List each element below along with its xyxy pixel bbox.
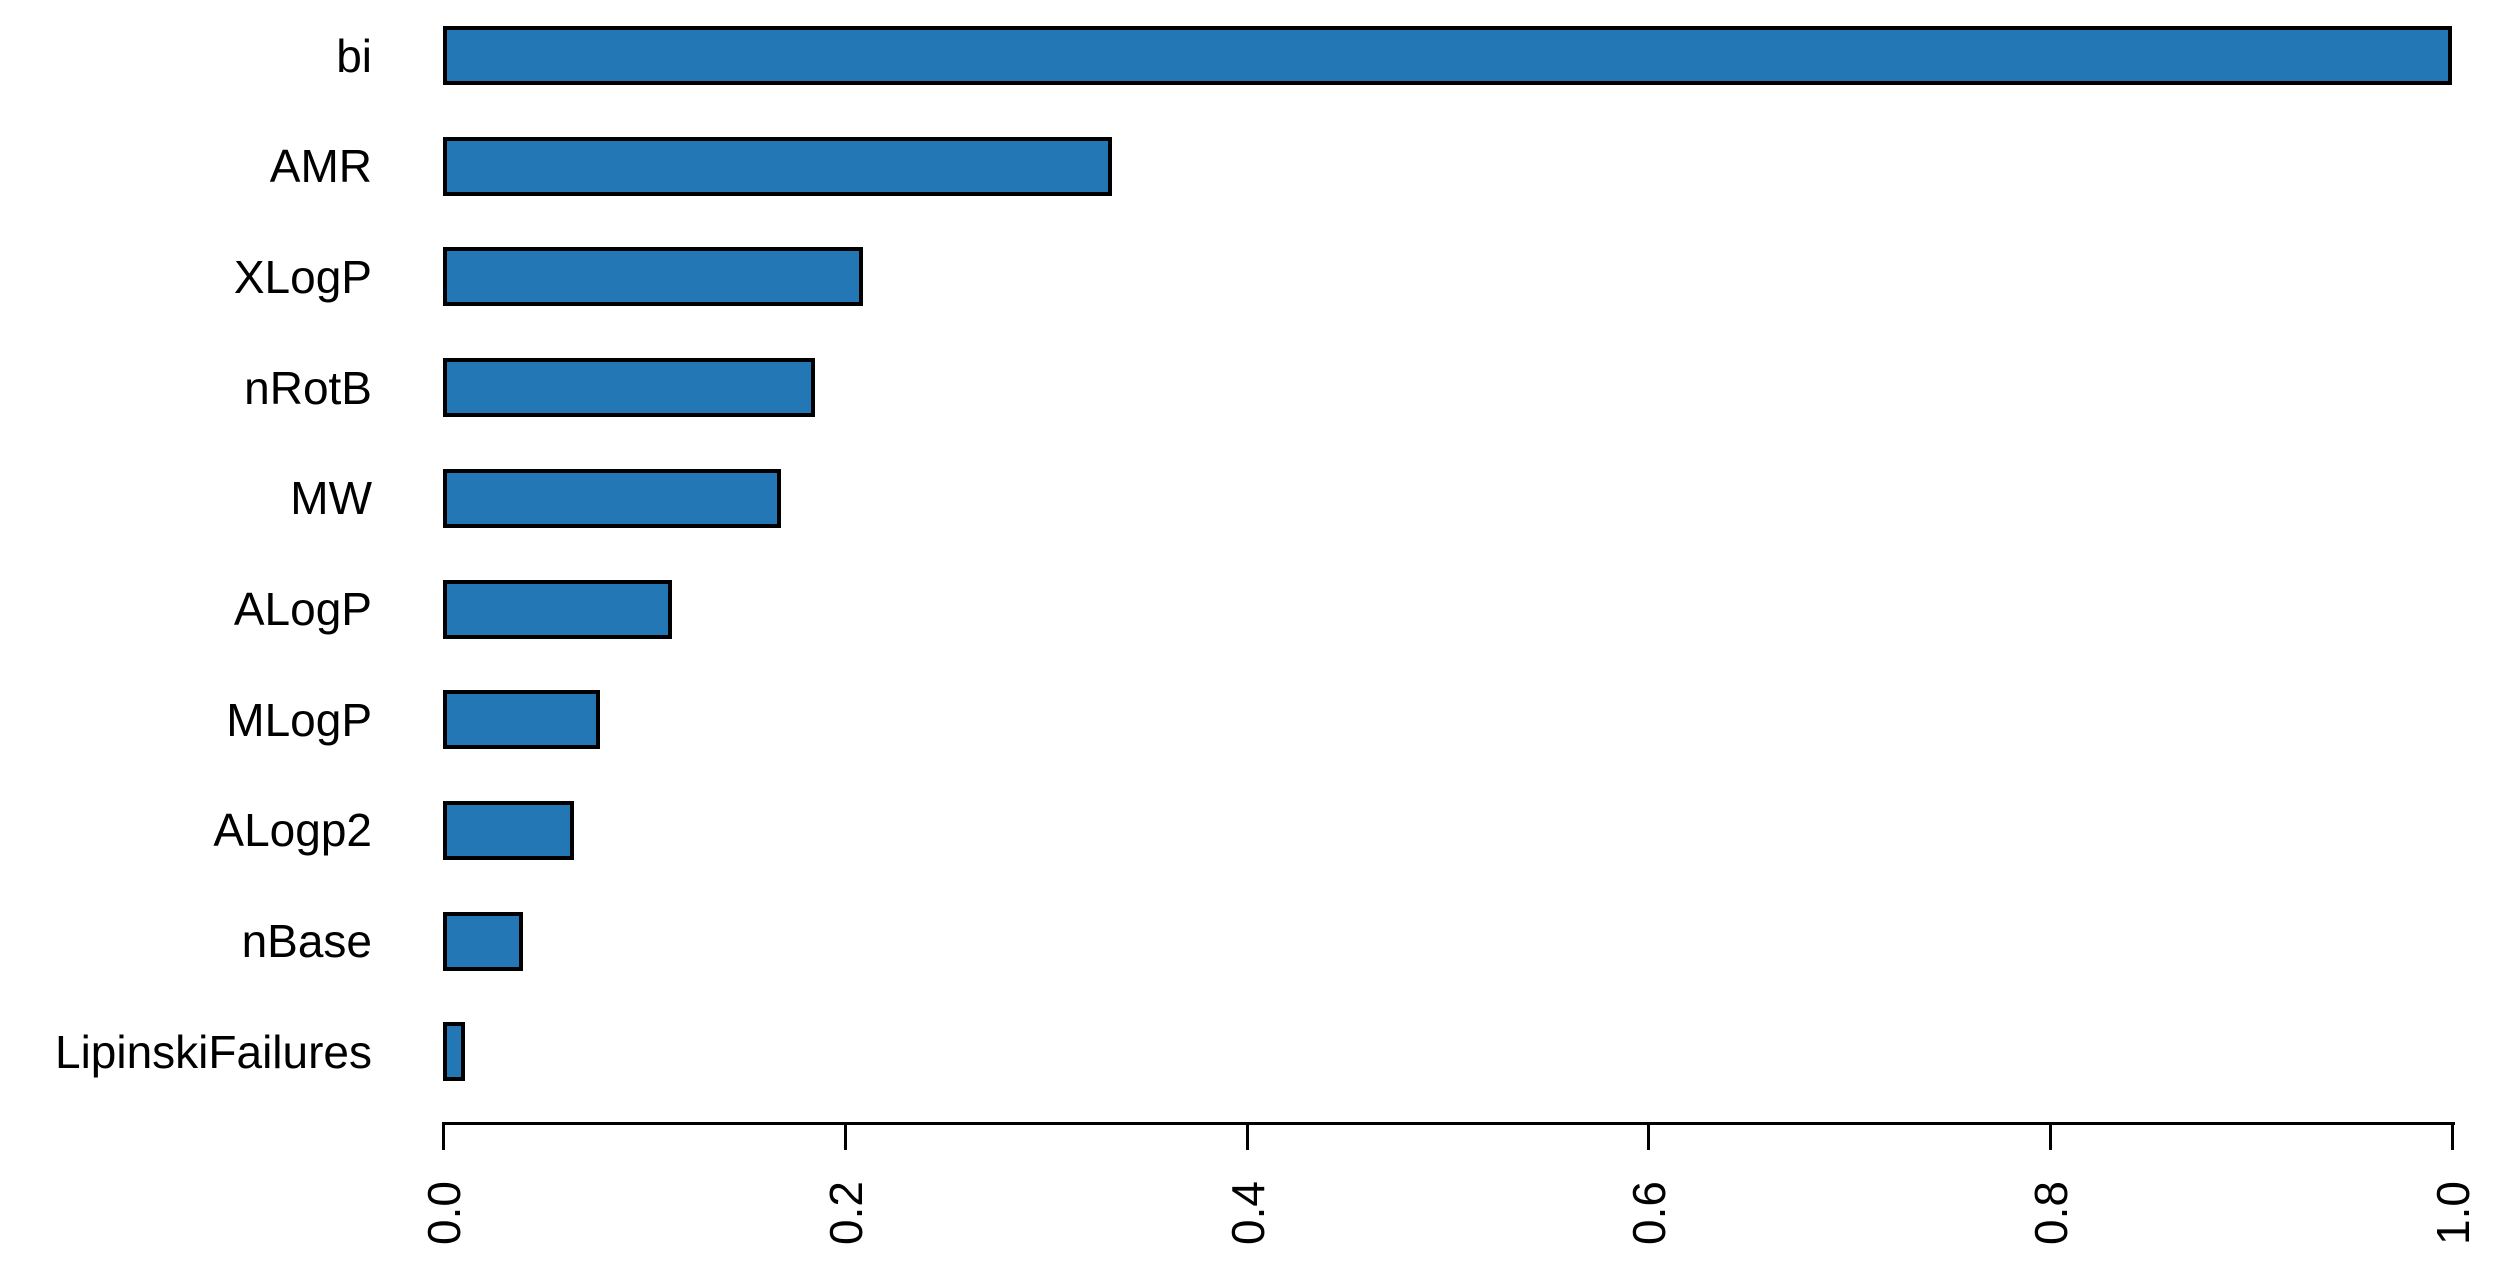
category-label: nBase bbox=[241, 915, 372, 968]
category-label: ALogp2 bbox=[213, 804, 372, 857]
bar bbox=[443, 579, 673, 639]
bar bbox=[443, 247, 863, 307]
bar bbox=[443, 800, 574, 860]
x-axis-tick-mark bbox=[843, 1122, 847, 1150]
x-axis-tick-mark bbox=[2451, 1122, 2454, 1150]
x-axis-tick-mark bbox=[2049, 1122, 2053, 1150]
x-axis-tick-mark bbox=[442, 1122, 445, 1150]
category-label: nRotB bbox=[244, 361, 372, 414]
category-label: LipinskiFailures bbox=[54, 1025, 372, 1078]
x-axis-tick-label: 0.4 bbox=[1221, 1181, 1274, 1245]
bar bbox=[443, 136, 1112, 196]
category-label: ALogP bbox=[233, 583, 372, 635]
x-axis-tick-label: 0.0 bbox=[418, 1181, 470, 1245]
category-label: MLogP bbox=[226, 693, 372, 746]
x-axis-tick-label: 1.0 bbox=[2427, 1181, 2479, 1245]
x-axis-tick-mark bbox=[1647, 1122, 1651, 1150]
bar bbox=[443, 911, 524, 971]
x-axis-tick-label: 0.6 bbox=[1623, 1181, 1676, 1245]
category-label: XLogP bbox=[233, 250, 372, 303]
bar bbox=[443, 690, 600, 750]
category-label: MW bbox=[290, 472, 372, 525]
category-label: bi bbox=[336, 29, 372, 82]
category-label: AMR bbox=[269, 140, 372, 193]
bar bbox=[443, 1022, 466, 1082]
bar bbox=[443, 26, 2452, 85]
x-axis-tick-mark bbox=[1245, 1122, 1249, 1150]
bar bbox=[443, 468, 781, 528]
x-axis-tick-label: 0.2 bbox=[819, 1181, 872, 1245]
x-axis-line bbox=[443, 1122, 2455, 1125]
bar bbox=[443, 358, 815, 418]
x-axis-tick-label: 0.8 bbox=[2025, 1181, 2078, 1245]
